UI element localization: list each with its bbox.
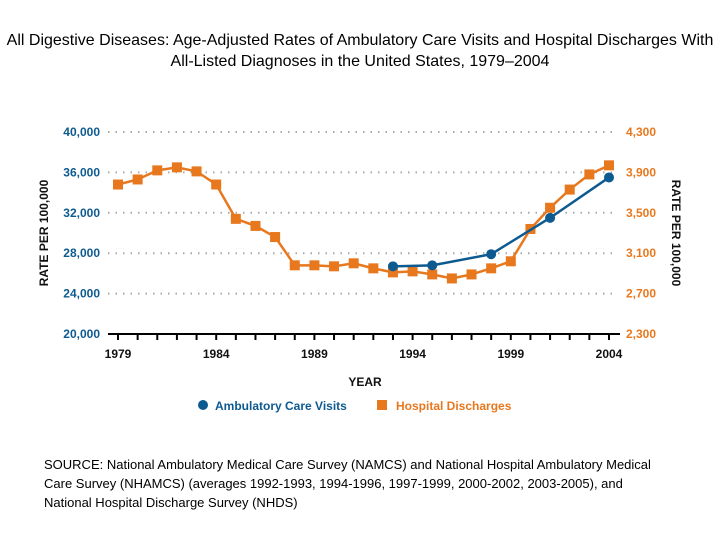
y-right-tick-label: 3,500	[626, 206, 656, 220]
hospital-discharges-point	[486, 263, 497, 274]
legend-marker-ambulatory	[198, 400, 208, 410]
y-right-tick-label: 3,900	[626, 165, 656, 179]
legend-label-hospital: Hospital Discharges	[396, 399, 512, 413]
hospital-discharges-point	[348, 258, 359, 269]
ambulatory-care-point	[387, 261, 398, 272]
ambulatory-care-point	[486, 249, 497, 260]
y-left-tick-label: 32,000	[63, 206, 100, 220]
hospital-discharges-point	[289, 260, 300, 271]
y-right-tick-label: 4,300	[626, 125, 656, 139]
x-tick-label: 1999	[497, 347, 524, 361]
legend-marker-hospital	[377, 400, 387, 410]
x-tick-label: 1994	[399, 347, 426, 361]
hospital-discharges-point	[211, 179, 222, 190]
hospital-discharges-point	[191, 166, 202, 177]
x-tick-label: 2004	[596, 347, 623, 361]
y-right-tick-label: 3,100	[626, 246, 656, 260]
hospital-discharges-point	[329, 261, 340, 272]
x-tick-label: 1979	[105, 347, 132, 361]
y-right-axis-label: RATE PER 100,000	[669, 180, 683, 287]
legend-label-ambulatory: Ambulatory Care Visits	[215, 399, 347, 413]
y-right-tick-label: 2,700	[626, 287, 656, 301]
y-left-tick-label: 24,000	[63, 287, 100, 301]
ambulatory-care-point	[604, 172, 614, 183]
hospital-discharges-point	[270, 232, 281, 243]
hospital-discharges-point	[466, 269, 477, 280]
hospital-discharges-point	[545, 202, 556, 213]
hospital-discharges-point	[564, 184, 575, 195]
hospital-discharges-point	[230, 213, 241, 224]
y-right-tick-label: 2,300	[626, 327, 656, 341]
hospital-discharges-point	[584, 169, 595, 180]
hospital-discharges-point	[505, 256, 516, 267]
hospital-discharges-line	[117, 164, 610, 280]
hospital-discharges-point	[368, 263, 379, 274]
x-tick-label: 1989	[301, 347, 328, 361]
y-left-axis-label: RATE PER 100,000	[37, 179, 51, 286]
hospital-discharges-point	[427, 269, 438, 280]
hospital-discharges-point	[250, 220, 261, 231]
hospital-discharges-point	[446, 273, 457, 284]
ambulatory-care-point	[427, 260, 438, 271]
hospital-discharges-point	[152, 165, 163, 176]
source-note: SOURCE: National Ambulatory Medical Care…	[44, 457, 651, 510]
y-left-tick-label: 40,000	[63, 125, 100, 139]
hospital-discharges-point	[132, 174, 143, 185]
y-left-tick-label: 28,000	[63, 246, 100, 260]
y-left-tick-label: 20,000	[63, 327, 100, 341]
hospital-discharges-point	[407, 266, 418, 277]
ambulatory-care-line	[392, 176, 610, 268]
chart-title: All Digestive Diseases: Age-Adjusted Rat…	[6, 32, 714, 70]
hospital-discharges-point	[604, 160, 614, 171]
hospital-discharges-point	[113, 179, 123, 190]
hospital-discharges-point	[309, 260, 320, 271]
ambulatory-care-point	[545, 212, 556, 223]
y-left-tick-label: 36,000	[63, 165, 100, 179]
hospital-discharges-point	[387, 267, 398, 278]
hospital-discharges-point	[171, 162, 182, 173]
x-tick-label: 1984	[203, 347, 230, 361]
x-axis-label: YEAR	[348, 375, 382, 389]
